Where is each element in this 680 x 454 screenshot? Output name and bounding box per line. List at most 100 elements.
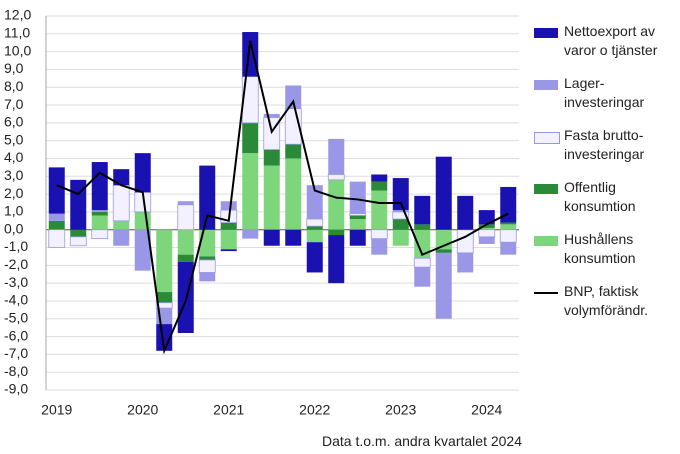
bar-segment [113, 229, 130, 246]
bar-segment [435, 156, 452, 230]
legend-label: BNP, faktisk volymförändr. [564, 283, 649, 318]
y-tick-label: -1,0 [4, 238, 28, 254]
legend-swatch [534, 236, 558, 246]
bar-segment [199, 256, 216, 260]
bar-segment [48, 220, 65, 230]
bar-segment [349, 229, 366, 246]
bar-segment [263, 113, 280, 118]
bar-segment [328, 235, 345, 284]
bar-segment [327, 174, 345, 181]
bar-segment [242, 229, 259, 239]
legend-item: BNP, faktisk volymförändr. [534, 282, 680, 334]
bar-segment [414, 224, 431, 230]
y-tick-label: -2,0 [4, 256, 28, 272]
y-tick-label: 3,0 [4, 167, 24, 183]
y-tick-label: 8,0 [4, 78, 24, 94]
bar-segment [285, 85, 302, 109]
bar-segment [370, 229, 388, 240]
bar-segment [478, 224, 495, 228]
bar-segment [220, 201, 237, 211]
bar-segment [91, 215, 108, 230]
bar-segment [263, 165, 280, 230]
bar-segment [263, 229, 280, 246]
bar-segment [328, 179, 345, 230]
legend-item: Hushållens konsumtion [534, 230, 680, 282]
y-tick-label: -6,0 [4, 327, 28, 343]
bar-segment [177, 201, 194, 205]
bar-segment [457, 195, 474, 230]
bar-segment [220, 249, 237, 252]
bar-segment [328, 138, 345, 175]
bar-segment [242, 122, 259, 154]
y-tick-label: 6,0 [4, 114, 24, 130]
legend-label: Hushållens konsumtion [564, 231, 636, 266]
x-tick-label: 2019 [41, 402, 72, 418]
bar-segment [156, 292, 173, 303]
legend-item: Fasta brutto- investeringar [534, 126, 680, 178]
legend-swatch [534, 28, 558, 38]
bar-segment [69, 236, 87, 247]
y-tick-label: 11,0 [4, 25, 30, 41]
bar-segment [392, 210, 409, 212]
y-tick-label: 10,0 [4, 42, 31, 58]
bar-segment [349, 181, 366, 214]
bar-segment [500, 222, 517, 225]
legend-swatch [534, 80, 558, 90]
bar-segment [112, 184, 130, 222]
legend-label: Lager- investeringar [564, 75, 645, 110]
bar-segment [371, 174, 388, 182]
y-tick-label: -5,0 [4, 309, 28, 325]
y-tick-label: 4,0 [4, 149, 24, 165]
bar-segment [199, 229, 216, 257]
legend-swatch [534, 132, 560, 144]
y-tick-label: -3,0 [4, 274, 28, 290]
bar-segment [220, 229, 237, 250]
bar-segment [70, 229, 87, 237]
y-tick-label: 7,0 [4, 96, 24, 112]
bars [48, 32, 517, 351]
bar-segment [156, 324, 173, 351]
bar-segment [48, 229, 66, 248]
y-tick-label: 2,0 [4, 185, 24, 201]
y-tick-label: -4,0 [4, 292, 28, 308]
bar-segment [198, 259, 216, 273]
bar-segment [435, 249, 452, 253]
bar-segment [48, 213, 65, 221]
bar-segment [478, 227, 495, 230]
bar-segment [478, 210, 495, 225]
bar-segment [285, 229, 302, 246]
bar-segment [306, 218, 324, 227]
bar-segment [177, 204, 195, 231]
bar-segment [113, 220, 130, 230]
bar-segment [242, 153, 259, 230]
legend-item: Lager- investeringar [534, 74, 680, 126]
bar-segment [478, 236, 495, 244]
bar-segment [91, 229, 109, 240]
legend-label: Offentlig konsumtion [564, 179, 636, 214]
bar-segment [500, 186, 517, 223]
y-tick-label: 1,0 [4, 203, 24, 219]
bar-segment [306, 226, 323, 230]
y-tick-label: 12,0 [4, 7, 31, 23]
bar-segment [285, 158, 302, 230]
y-tick-label: -7,0 [4, 345, 28, 361]
legend-label: Nettoexport av varor o tjänster [564, 23, 658, 58]
bar-segment [392, 229, 409, 246]
bar-segment [371, 238, 388, 255]
bar-segment [457, 252, 474, 273]
legend-swatch [534, 184, 558, 194]
bar-segment [413, 257, 431, 268]
bar-segment [349, 219, 366, 230]
y-tick-label: 0,0 [4, 220, 24, 236]
x-tick-label: 2023 [385, 402, 416, 418]
bar-segment [499, 229, 517, 243]
bar-segment [285, 144, 302, 159]
legend: Nettoexport av varor o tjänster Lager- in… [534, 22, 680, 334]
bar-segment [392, 219, 409, 230]
bar-segment [199, 272, 216, 282]
line-series [56, 40, 509, 355]
bar-segment [91, 162, 108, 211]
y-tick-label: -9,0 [4, 381, 28, 397]
bar-segment [156, 229, 173, 293]
